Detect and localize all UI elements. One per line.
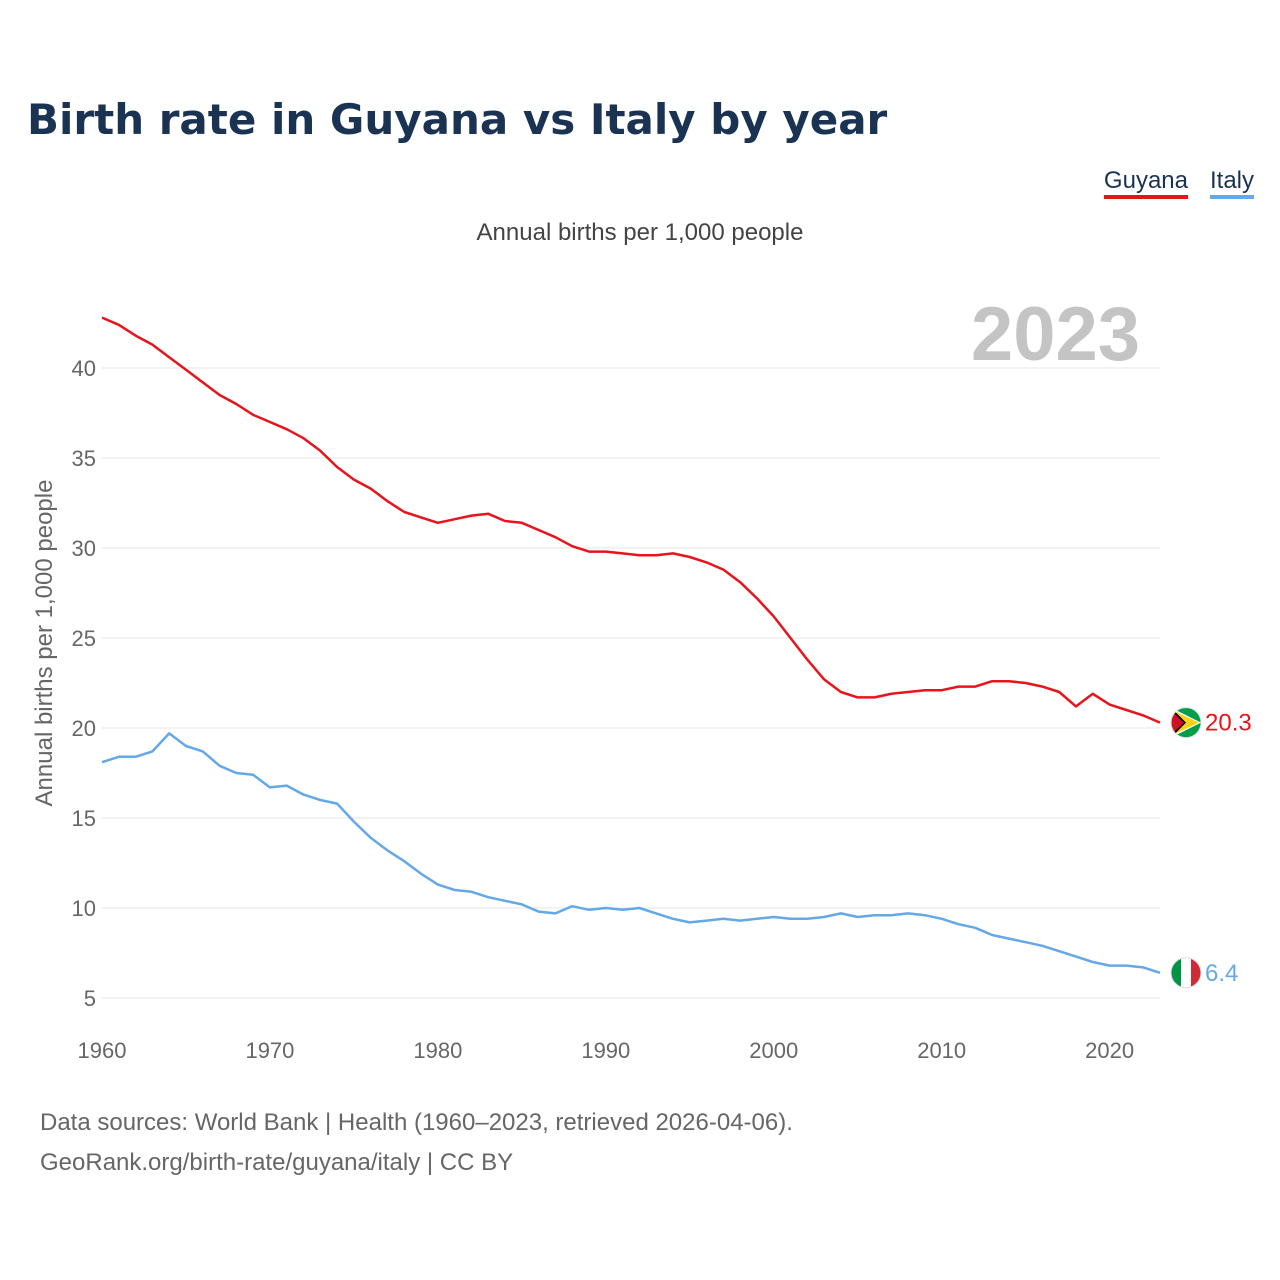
end-value-label-guyana: 20.3 <box>1205 710 1252 737</box>
legend-label-italy[interactable]: Italy <box>1210 167 1254 194</box>
y-tick-label: 15 <box>72 806 96 831</box>
y-axis-ticks: 5 10 15 20 25 30 35 40 <box>72 356 96 1011</box>
year-label: 2023 <box>971 292 1140 377</box>
y-axis-label: Annual births per 1,000 people <box>31 480 58 807</box>
source-line-2: GeoRank.org/birth-rate/guyana/italy | CC… <box>40 1149 513 1176</box>
x-tick-label: 1960 <box>78 1038 127 1063</box>
chart-subtitle: Annual births per 1,000 people <box>477 219 804 246</box>
x-axis-ticks: 1960 1970 1980 1990 2000 2010 2020 <box>78 1038 1135 1063</box>
x-tick-label: 1970 <box>245 1038 294 1063</box>
y-tick-label: 35 <box>72 446 96 471</box>
x-tick-label: 2000 <box>749 1038 798 1063</box>
series-line-italy <box>101 732 1161 974</box>
legend-label-guyana[interactable]: Guyana <box>1104 167 1189 194</box>
x-tick-label: 1990 <box>581 1038 630 1063</box>
y-tick-label: 10 <box>72 896 96 921</box>
end-markers: 20.3 6.4 <box>1170 707 1252 989</box>
x-tick-label: 2020 <box>1085 1038 1134 1063</box>
end-value-label-italy: 6.4 <box>1205 960 1238 987</box>
y-tick-label: 25 <box>72 626 96 651</box>
y-tick-label: 20 <box>72 716 96 741</box>
y-tick-label: 30 <box>72 536 96 561</box>
x-tick-label: 2010 <box>917 1038 966 1063</box>
x-tick-label: 1980 <box>413 1038 462 1063</box>
flag-italy-icon <box>1170 957 1202 989</box>
y-tick-label: 5 <box>84 986 96 1011</box>
series-line-guyana <box>101 316 1161 724</box>
chart-title: Birth rate in Guyana vs Italy by year <box>27 95 888 144</box>
flag-guyana-icon <box>1170 707 1202 739</box>
gridlines <box>102 367 1160 999</box>
legend: Italy Guyana <box>1103 167 1254 199</box>
y-tick-label: 40 <box>72 356 96 381</box>
source-line-1: Data sources: World Bank | Health (1960–… <box>40 1109 793 1136</box>
series-lines <box>101 316 1161 974</box>
